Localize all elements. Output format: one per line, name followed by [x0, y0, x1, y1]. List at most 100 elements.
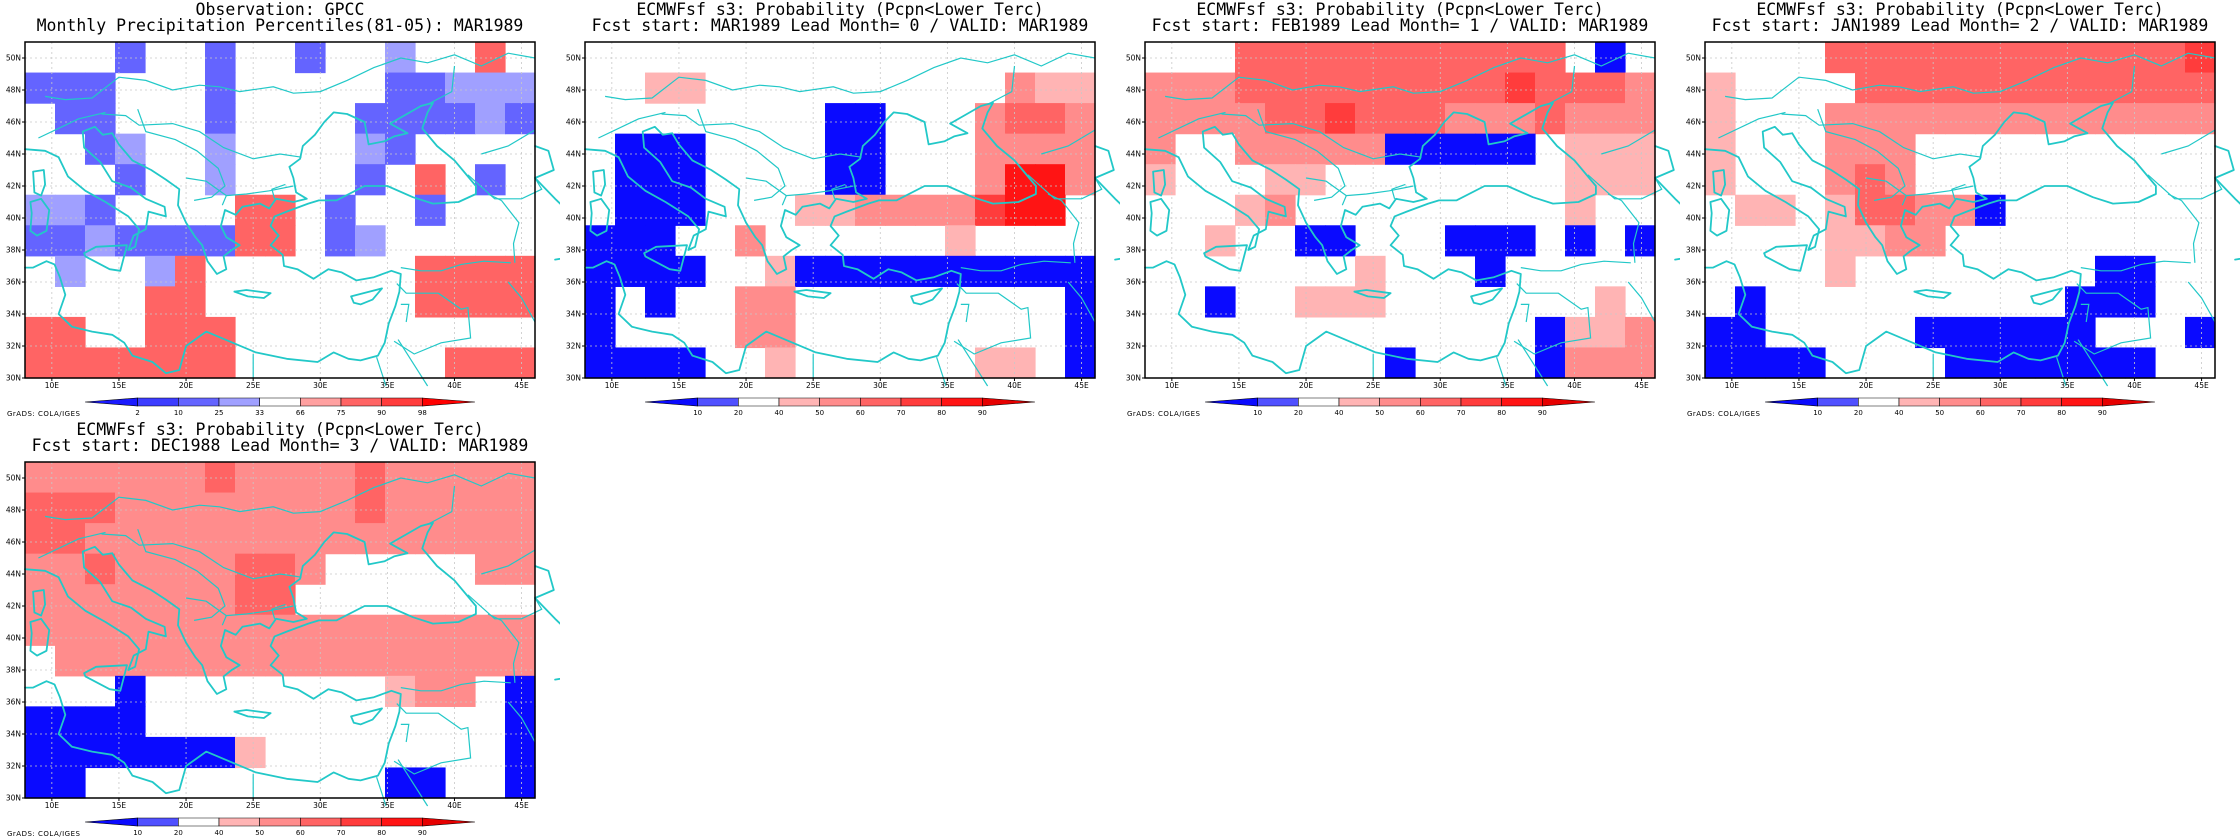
grid-cell [1065, 286, 1096, 318]
grid-cell [415, 286, 446, 318]
lat-tick-label: 48N [566, 86, 581, 95]
coastline [1763, 244, 1808, 272]
lon-tick-label: 40E [2127, 381, 2142, 390]
grid-cell [1705, 347, 1736, 379]
grid-cell [505, 72, 536, 104]
grid-cell [1975, 194, 2006, 226]
country-border [393, 283, 472, 355]
panel-forecast-lead-1: ECMWFsf s3: Probability (Pcpn<Lower Terc… [1120, 0, 1680, 420]
grid-cell [265, 462, 296, 494]
lon-tick-label: 25E [1926, 381, 1941, 390]
colorbar-swatch [860, 397, 902, 407]
country-border [1047, 193, 1062, 201]
grid-cell [1265, 194, 1296, 226]
grid-cell [1475, 225, 1506, 257]
coastline [910, 287, 943, 306]
grid-cell [475, 164, 506, 196]
grid-cell [2095, 42, 2126, 74]
colorbar-swatch [2020, 397, 2062, 407]
grid-cell [1475, 42, 1506, 74]
grid-cell [1855, 72, 1886, 104]
grid-cell [1625, 225, 1656, 257]
grid-cell [475, 553, 506, 585]
grid-cell [2155, 72, 2186, 104]
grid-cell [615, 225, 646, 257]
country-border [1165, 52, 1656, 101]
colorbar-swatch [982, 397, 1036, 407]
lon-tick-label: 30E [1433, 381, 1448, 390]
grid-cell [675, 164, 706, 196]
lon-tick-label: 10E [45, 381, 60, 390]
grid-cell [415, 72, 446, 104]
country-border [481, 549, 536, 575]
lon-tick-label: 45E [2194, 381, 2209, 390]
colorbar-label: 80 [377, 829, 386, 837]
probability-map: 10E 15E 20E 25E 30E 35E 40E 45E 30N 32N 34N 36N 38N 4… [6, 461, 560, 837]
coastline [2214, 177, 2240, 261]
grid-cell [355, 462, 386, 494]
grid-cell [55, 645, 86, 677]
coastline [534, 145, 555, 179]
grid-cell [1325, 103, 1356, 135]
grid-cell [1595, 316, 1626, 349]
colorbar-label: 50 [815, 409, 824, 417]
grid-cell [175, 347, 206, 379]
coastline [32, 169, 46, 197]
grid-cell [1855, 42, 1886, 74]
country-border [781, 195, 787, 206]
grid-cell [415, 164, 446, 196]
grid-cell [475, 492, 506, 524]
grid-cell [355, 164, 386, 196]
grads-credit: GrADS: COLA/IGES [1127, 410, 1201, 418]
panel-subtitle: Fcst start: MAR1989 Lead Month= 0 / VALI… [591, 16, 1089, 35]
grid-cell [1625, 72, 1656, 104]
grid-cell [115, 462, 146, 494]
country-border [1257, 108, 1346, 201]
grid-cell [55, 614, 86, 646]
country-border [2187, 281, 2216, 323]
grid-cell [25, 316, 56, 349]
panel-title: ECMWFsf s3: Probability (Pcpn<Lower Terc… [76, 420, 484, 439]
country-border [1520, 260, 1631, 272]
grid-cell [235, 462, 266, 494]
lat-tick-label: 30N [1686, 374, 1701, 383]
lon-tick-label: 15E [112, 801, 127, 810]
country-border [831, 183, 846, 199]
grid-cell [1385, 72, 1416, 104]
grid-cell [445, 645, 476, 677]
country-border [487, 613, 502, 621]
grid-cell [445, 492, 476, 524]
coastline [2030, 287, 2063, 306]
country-border [101, 533, 302, 580]
grid-cell [355, 133, 386, 165]
grid-cell [475, 347, 506, 379]
grid-cell [55, 767, 86, 799]
colorbar-label: 66 [296, 409, 305, 417]
grid-cell [475, 523, 506, 555]
grid-cell [2125, 347, 2156, 379]
grid-cell [265, 553, 296, 585]
grid-cell [385, 614, 416, 646]
country-border [45, 472, 536, 521]
grid-cell [265, 492, 296, 524]
grid-cell [145, 523, 176, 555]
panel-title: Observation: GPCC [195, 0, 365, 19]
coastline [534, 597, 560, 681]
grid-cell [1945, 42, 1976, 74]
lon-tick-label: 30E [313, 381, 328, 390]
colorbar-swatch [84, 817, 138, 827]
grid-cell [325, 225, 356, 257]
grid-cell [115, 706, 146, 738]
colorbar-swatch [178, 817, 220, 827]
colorbar-swatch [1379, 397, 1421, 407]
grid-cell [445, 286, 476, 318]
country-border [1951, 183, 1966, 199]
grid-cell [25, 492, 56, 524]
grid-cell [205, 103, 236, 135]
colorbar-label: 33 [255, 409, 264, 417]
coastline [1470, 287, 1503, 306]
grid-cell [1735, 347, 1766, 379]
colorbar-swatch [422, 817, 476, 827]
grid-cell [2035, 316, 2066, 349]
colorbar-label: 75 [337, 409, 346, 417]
